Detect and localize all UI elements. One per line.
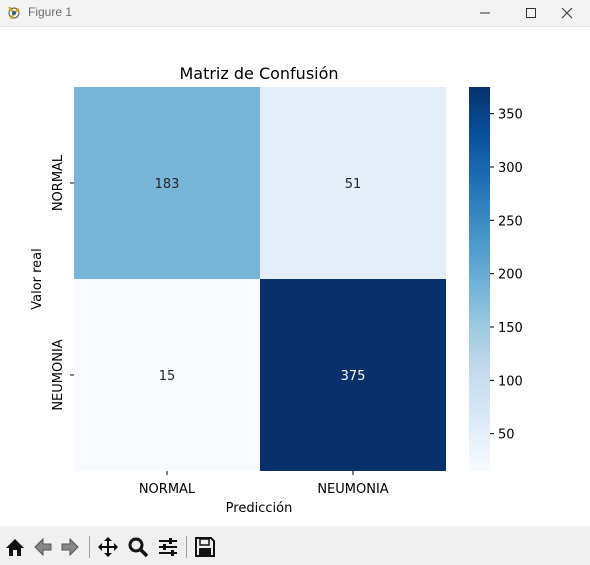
colorbar	[469, 87, 490, 471]
toolbar-separator	[89, 536, 90, 558]
cell-annotation: 375	[341, 369, 366, 384]
x-axis-label: Predicción	[226, 501, 293, 516]
cell-annotation: 15	[159, 369, 176, 384]
heatmap-cell	[260, 279, 446, 471]
confusion-matrix-heatmap: Matriz de Confusión 183 51 15 375 NORMAL NEU…	[30, 64, 523, 516]
zoom-icon	[128, 537, 149, 558]
x-tick-label: NORMAL	[139, 482, 196, 497]
figure-canvas[interactable]: Matriz de Confusión 183 51 15 375 NORMAL NEU…	[0, 27, 590, 526]
minimize-icon	[480, 12, 490, 14]
y-tick-label: NORMAL	[51, 154, 66, 211]
configure-subplots-button[interactable]	[157, 536, 179, 558]
cell-annotation: 183	[155, 177, 180, 192]
navigation-toolbar	[0, 526, 590, 565]
heatmap-cell	[74, 87, 260, 279]
colorbar-tick-label: 150	[498, 321, 523, 336]
matplotlib-logo-icon	[8, 6, 20, 20]
close-icon	[561, 7, 573, 19]
pan-icon	[98, 537, 118, 557]
save-icon	[195, 537, 215, 557]
back-button[interactable]	[32, 536, 54, 558]
heatmap-cell	[74, 279, 260, 471]
y-tick-label: NEUMONIA	[51, 339, 66, 410]
close-button[interactable]	[544, 0, 590, 26]
colorbar-tick-label: 300	[498, 161, 523, 176]
pan-button[interactable]	[97, 536, 119, 558]
colorbar-tick-label: 250	[498, 214, 523, 229]
back-icon	[34, 537, 52, 557]
maximize-icon	[526, 8, 536, 18]
zoom-button[interactable]	[127, 536, 149, 558]
colorbar-tick-label: 50	[498, 428, 515, 443]
heatmap-cell	[260, 87, 446, 279]
colorbar-tick-label: 100	[498, 374, 523, 389]
y-axis-label: Valor real	[30, 248, 45, 310]
home-icon	[6, 539, 24, 556]
colorbar-tick-label: 350	[498, 108, 523, 123]
maximize-button[interactable]	[508, 0, 554, 26]
cell-annotation: 51	[345, 177, 362, 192]
chart-title: Matriz de Confusión	[179, 64, 338, 83]
x-tick-label: NEUMONIA	[317, 482, 388, 497]
window-title: Figure 1	[28, 5, 73, 19]
configure-subplots-icon	[159, 538, 177, 556]
colorbar-tick-label: 200	[498, 268, 523, 283]
minimize-button[interactable]	[462, 0, 508, 26]
toolbar-separator	[186, 536, 187, 558]
home-button[interactable]	[4, 536, 26, 558]
save-button[interactable]	[194, 536, 216, 558]
window-titlebar: Figure 1	[0, 0, 590, 27]
forward-icon	[61, 537, 79, 557]
forward-button[interactable]	[59, 536, 81, 558]
